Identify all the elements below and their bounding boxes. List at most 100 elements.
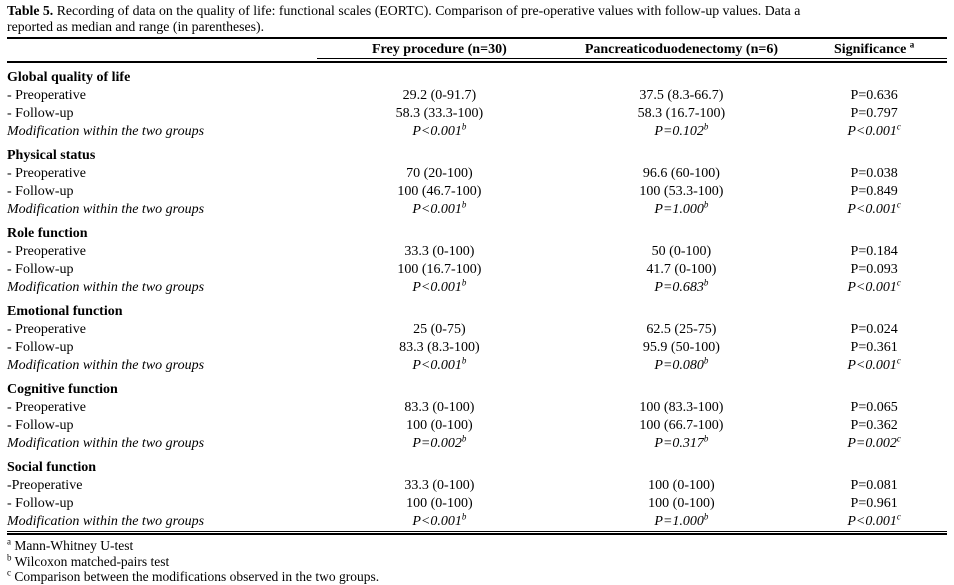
row-label: - Follow-up	[7, 340, 74, 355]
frey-value: P<0.001b	[412, 199, 467, 217]
frey-value: P<0.001b	[412, 277, 467, 295]
footnote-c: c Comparison between the modifications o…	[7, 567, 380, 584]
frey-value: 33.3 (0-100)	[404, 478, 475, 493]
header-significance: Significance a	[801, 38, 947, 59]
section-title-row: Emotional function	[7, 297, 947, 321]
section-title-row: Cognitive function	[7, 375, 947, 399]
row-label: Modification within the two groups	[7, 280, 205, 295]
footnote-marker: a	[7, 536, 11, 547]
pancreaticoduodenectomy-value: 58.3 (16.7-100)	[637, 106, 726, 121]
frey-value: 25 (0-75)	[413, 322, 466, 337]
significance-value: P=0.797	[850, 106, 898, 121]
pancreaticoduodenectomy-value: 62.5 (25-75)	[646, 322, 717, 337]
row-label: - Follow-up	[7, 106, 74, 121]
frey-value: 100 (46.7-100)	[397, 184, 482, 199]
footnote-marker: c	[896, 277, 901, 288]
header-pancreaticoduodenectomy: Pancreaticoduodenectomy (n=6)	[561, 38, 802, 59]
significance-value: P=0.636	[850, 88, 898, 103]
table-row: - Follow-up 83.3 (8.3-100) 95.9 (50-100) P=…	[7, 339, 947, 357]
footnote-marker: b	[461, 277, 467, 288]
row-label: Modification within the two groups	[7, 358, 205, 373]
row-label: - Preoperative	[7, 400, 86, 415]
footnote-marker: b	[703, 355, 709, 366]
pancreaticoduodenectomy-value: P=0.102b	[654, 121, 709, 139]
section-title-row: Social function	[7, 453, 947, 477]
pancreaticoduodenectomy-value: P=0.080b	[654, 355, 709, 373]
table-row: - Follow-up 58.3 (33.3-100) 58.3 (16.7-100…	[7, 105, 947, 123]
table-row: Modification within the two groups P<0.00…	[7, 199, 947, 219]
significance-value: P<0.001c	[801, 511, 947, 532]
footnote-marker: b	[461, 511, 467, 522]
table-row: Modification within the two groups P<0.00…	[7, 277, 947, 297]
table-row: Modification within the two groups P<0.00…	[7, 121, 947, 141]
pancreaticoduodenectomy-value: 100 (53.3-100)	[639, 184, 724, 199]
table-row: - Follow-up 100 (46.7-100) 100 (53.3-100) P…	[7, 183, 947, 201]
table-header: Frey procedure (n=30) Pancreaticoduodene…	[7, 38, 947, 63]
table-row: - Follow-up 100 (0-100) 100 (0-100) P=0.961	[7, 495, 947, 513]
footnote-marker: b	[461, 121, 467, 132]
row-label: Modification within the two groups	[7, 436, 205, 451]
footnote-marker: c	[896, 355, 901, 366]
section-title: Role function	[7, 226, 88, 241]
frey-value: 29.2 (0-91.7)	[402, 88, 477, 103]
section-title-row: Physical status	[7, 141, 947, 165]
table-row: -Preoperative 33.3 (0-100) 100 (0-100) P=0.…	[7, 477, 947, 495]
header-thick-rule	[7, 58, 947, 63]
significance-value: P=0.961	[850, 496, 898, 511]
significance-value: P=0.361	[850, 340, 898, 355]
frey-value: 70 (20-100)	[406, 166, 473, 181]
row-label: - Preoperative	[7, 244, 86, 259]
footnote-marker: b	[703, 121, 709, 132]
frey-value: 83.3 (0-100)	[404, 400, 475, 415]
caption-text-line1: Recording of data on the quality of life…	[56, 3, 801, 18]
table-row: Modification within the two groups P<0.00…	[7, 355, 947, 375]
significance-value: P=0.038	[850, 166, 898, 181]
significance-value: P=0.081	[850, 478, 898, 493]
row-label: - Follow-up	[7, 496, 74, 511]
significance-value: P=0.849	[850, 184, 898, 199]
footnote-marker: b	[461, 355, 467, 366]
row-label: - Follow-up	[7, 262, 74, 277]
frey-value: P<0.001b	[412, 121, 467, 139]
section-title: Global quality of life	[7, 70, 131, 85]
table-row: Modification within the two groups P=0.00…	[7, 433, 947, 453]
significance-value: P=0.002c	[847, 433, 901, 451]
pancreaticoduodenectomy-value: 100 (66.7-100)	[639, 418, 724, 433]
header-row: Frey procedure (n=30) Pancreaticoduodene…	[7, 38, 947, 59]
frey-value: 58.3 (33.3-100)	[395, 106, 484, 121]
qol-table: Frey procedure (n=30) Pancreaticoduodene…	[7, 37, 947, 535]
frey-value: P=0.002b	[412, 433, 467, 451]
header-spacer	[7, 38, 317, 59]
table-row: - Preoperative 33.3 (0-100) 50 (0-100) P=0.…	[7, 243, 947, 261]
table-caption: Table 5. Recording of data on the qualit…	[7, 3, 947, 34]
footnote-marker: b	[703, 433, 709, 444]
significance-value: P=0.362	[850, 418, 898, 433]
section-title: Cognitive function	[7, 382, 118, 397]
pancreaticoduodenectomy-value: 37.5 (8.3-66.7)	[639, 88, 724, 103]
pancreaticoduodenectomy-value: 100 (0-100)	[648, 496, 715, 511]
pancreaticoduodenectomy-value: P=0.317b	[654, 433, 709, 451]
footnote-marker: b	[7, 552, 12, 562]
pancreaticoduodenectomy-value: P=1.000b	[561, 511, 802, 532]
row-label: - Preoperative	[7, 88, 86, 103]
footnote-marker: b	[703, 511, 709, 522]
footnote-marker: b	[461, 433, 467, 444]
section-title: Emotional function	[7, 304, 123, 319]
significance-value: P<0.001c	[847, 121, 901, 139]
pancreaticoduodenectomy-value: 96.6 (60-100)	[642, 166, 720, 181]
significance-value: P=0.024	[850, 322, 898, 337]
pancreaticoduodenectomy-value: P=1.000b	[654, 199, 709, 217]
footnote-marker: c	[7, 567, 11, 578]
row-label: -Preoperative	[7, 478, 83, 493]
table-row: - Preoperative 83.3 (0-100) 100 (83.3-100)…	[7, 399, 947, 417]
footnote-marker: c	[896, 511, 901, 522]
footnote-a: a Mann-Whitney U-test	[7, 536, 134, 553]
significance-value: P=0.093	[850, 262, 898, 277]
footnote-marker: c	[896, 199, 901, 210]
pancreaticoduodenectomy-value: 100 (83.3-100)	[639, 400, 724, 415]
row-label: - Follow-up	[7, 184, 74, 199]
significance-value: P<0.001c	[847, 199, 901, 217]
footnote-marker: b	[703, 277, 709, 288]
significance-value: P<0.001c	[847, 355, 901, 373]
